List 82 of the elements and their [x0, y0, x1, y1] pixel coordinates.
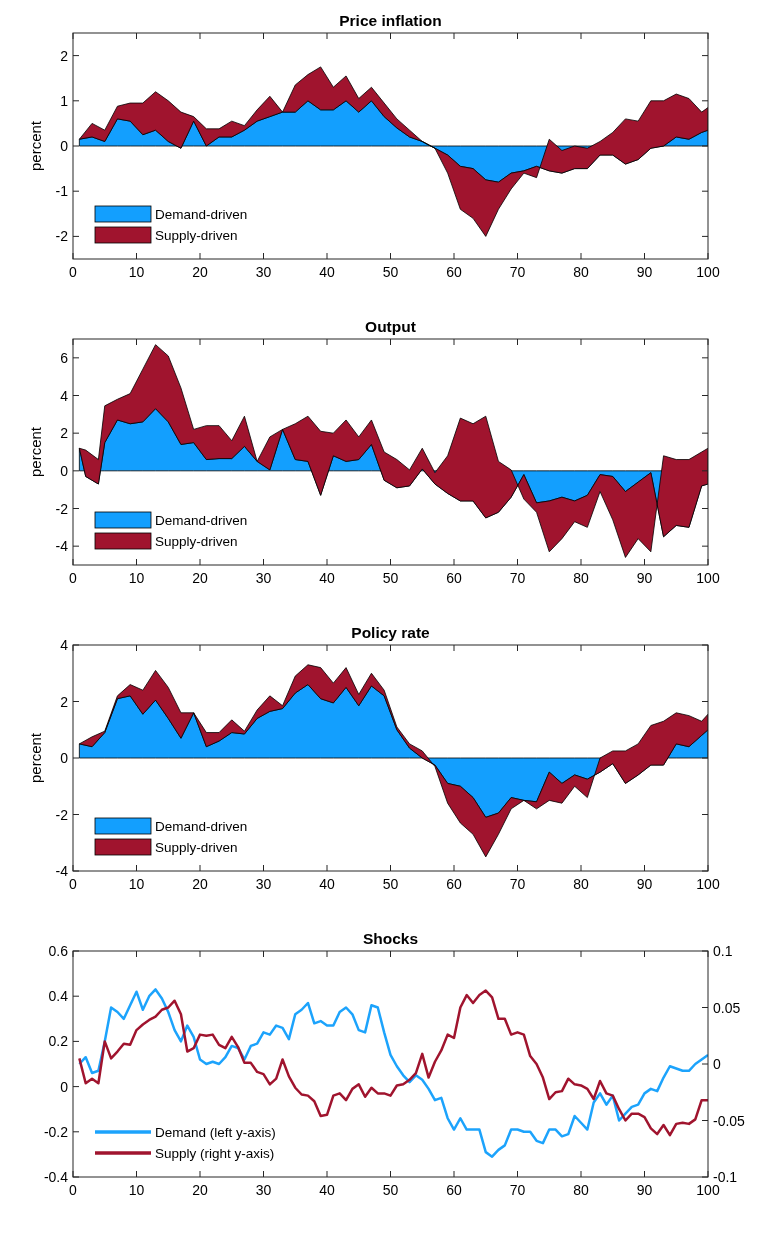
- y2-tick-label: 0.1: [713, 943, 733, 959]
- x-tick-label: 60: [446, 1182, 462, 1198]
- x-tick-label: 60: [446, 264, 462, 280]
- x-tick-label: 10: [128, 570, 145, 586]
- y-tick-label: 0: [60, 138, 69, 154]
- x-tick-label: 10: [128, 1182, 145, 1198]
- y-tick-label: -0.4: [43, 1169, 69, 1185]
- x-tick-label: 100: [696, 1182, 720, 1198]
- y-tick-label: -0.2: [43, 1123, 69, 1140]
- chart-title: Output: [365, 318, 416, 335]
- x-tick-label: 70: [509, 876, 526, 892]
- y-tick-label: 2: [60, 425, 69, 442]
- y2-tick-label: 0: [713, 1056, 721, 1072]
- y-tick-label: 2: [60, 47, 69, 64]
- legend-label: Supply (right y-axis): [155, 1146, 275, 1161]
- x-tick-label: 90: [636, 1182, 653, 1198]
- chart-title: Shocks: [362, 930, 419, 947]
- y-tick-label: 2: [60, 693, 69, 710]
- chart-title: Policy rate: [351, 624, 431, 641]
- legend-label: Demand (left y-axis): [155, 1125, 276, 1140]
- x-tick-label: 50: [382, 1182, 399, 1198]
- x-tick-label: 50: [382, 876, 399, 892]
- x-tick-label: 40: [319, 876, 335, 892]
- chart-title: Price inflation: [339, 12, 442, 29]
- x-tick-label: 100: [696, 876, 720, 892]
- legend-label: Supply-driven: [155, 534, 238, 549]
- x-tick-label: 10: [128, 876, 145, 892]
- y-tick-label: 0: [60, 1078, 69, 1095]
- x-tick-label: 40: [319, 1182, 335, 1198]
- x-tick-label: 60: [446, 876, 462, 892]
- y-tick-label: 0.2: [48, 1033, 69, 1050]
- y-tick-label: 0.4: [48, 988, 69, 1005]
- y-tick-label: 6: [60, 349, 69, 366]
- y-tick-label: -2: [55, 806, 69, 823]
- y2-tick-label: -0.1: [713, 1169, 738, 1185]
- legend-label: Demand-driven: [155, 513, 248, 528]
- legend-label: Demand-driven: [155, 207, 248, 222]
- y-tick-label: 4: [60, 387, 69, 404]
- x-tick-label: 30: [255, 876, 272, 892]
- x-tick-label: 90: [636, 570, 653, 586]
- y-tick-label: 0: [60, 750, 69, 766]
- legend-label: Supply-driven: [155, 840, 238, 855]
- x-tick-label: 20: [192, 570, 208, 586]
- y-tick-label: -4: [55, 863, 69, 879]
- x-tick-label: 70: [509, 570, 526, 586]
- y-tick-label: 4: [60, 637, 69, 653]
- x-tick-label: 80: [573, 264, 589, 280]
- x-tick-label: 50: [382, 570, 399, 586]
- y-tick-label: 1: [60, 92, 69, 109]
- x-tick-label: 100: [696, 570, 720, 586]
- x-tick-label: 100: [696, 264, 720, 280]
- x-tick-label: 90: [636, 264, 653, 280]
- x-tick-label: 80: [573, 1182, 589, 1198]
- x-tick-label: 70: [509, 264, 526, 280]
- y-tick-label: -4: [55, 538, 69, 555]
- y-axis-title: percent: [27, 426, 44, 478]
- x-tick-label: 60: [446, 570, 462, 586]
- legend-label: Supply-driven: [155, 228, 238, 243]
- legend-label: Demand-driven: [155, 819, 248, 834]
- x-tick-label: 80: [573, 876, 589, 892]
- x-tick-label: 10: [128, 264, 145, 280]
- y-tick-label: -1: [55, 183, 69, 200]
- x-tick-label: 40: [319, 570, 335, 586]
- y-axis-title: percent: [27, 732, 44, 784]
- y2-tick-label: 0.05: [713, 999, 741, 1016]
- x-tick-label: 40: [319, 264, 335, 280]
- y-axis-title: percent: [27, 120, 44, 172]
- x-tick-label: 50: [382, 264, 399, 280]
- x-tick-label: 90: [636, 876, 653, 892]
- x-tick-label: 30: [255, 1182, 272, 1198]
- y-tick-label: -2: [55, 500, 69, 517]
- x-tick-label: 20: [192, 1182, 208, 1198]
- y-tick-label: 0.6: [48, 943, 69, 959]
- x-tick-label: 70: [509, 1182, 526, 1198]
- x-tick-label: 30: [255, 264, 272, 280]
- y-tick-label: 0: [60, 462, 69, 479]
- x-tick-label: 30: [255, 570, 272, 586]
- y2-tick-label: -0.05: [713, 1112, 746, 1129]
- y-tick-label: -2: [55, 228, 69, 245]
- x-tick-label: 20: [192, 876, 208, 892]
- x-tick-label: 80: [573, 570, 589, 586]
- x-tick-label: 20: [192, 264, 208, 280]
